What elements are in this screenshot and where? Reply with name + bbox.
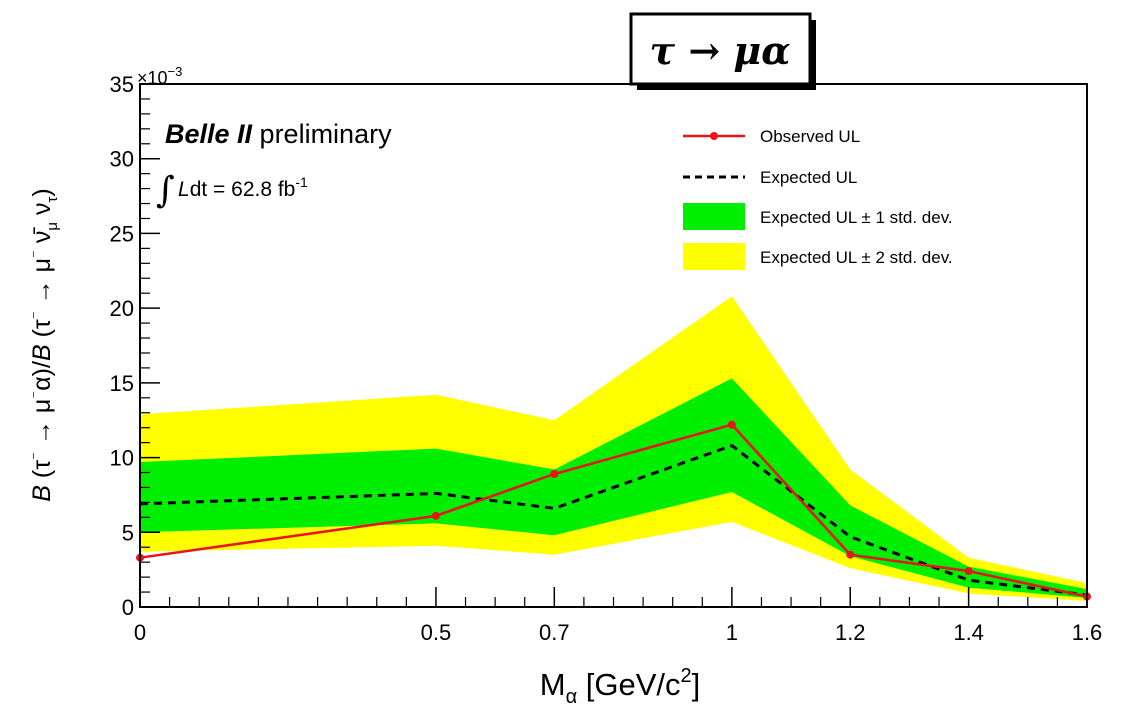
y-multiplier: ×10−3 <box>137 64 182 88</box>
observed-point <box>550 470 559 479</box>
axes: 0 0.5 0.7 1 1.2 1.4 1.6 0 5 10 15 20 25 30 35 <box>110 72 1103 645</box>
experiment-status: preliminary <box>252 119 392 149</box>
legend-swatch-1sigma <box>683 203 745 230</box>
observed-point <box>431 511 440 520</box>
x-tick-label: 0.7 <box>539 620 570 645</box>
experiment-label: Belle II preliminary <box>165 119 392 149</box>
observed-point <box>727 420 736 429</box>
y-tick-label: 0 <box>122 595 134 620</box>
y-tick-label: 15 <box>110 371 134 396</box>
x-tick-label: 1 <box>726 620 738 645</box>
x-tick-label: 1.4 <box>953 620 984 645</box>
expected-line <box>139 443 1088 597</box>
chart-title: τ → μα <box>650 28 791 73</box>
y-tick-label: 20 <box>110 296 134 321</box>
legend-swatch-2sigma <box>683 243 745 270</box>
y-tick-label: 30 <box>110 147 134 172</box>
legend-label-2sigma: Expected UL ± 2 std. dev. <box>760 248 953 267</box>
legend-label-observed: Observed UL <box>760 127 860 146</box>
observed-point <box>964 567 973 576</box>
x-tick-label: 1.6 <box>1072 620 1103 645</box>
y-axis-title: B (τ⁻ → μ⁻α)/B (τ⁻ → μ⁻ ν̄μ ντ) <box>28 188 61 502</box>
uncertainty-bands <box>140 296 1087 602</box>
luminosity-label: Ldt = 62.8 fb-1 <box>178 174 308 201</box>
y-tick-label: 35 <box>110 72 134 97</box>
legend-label-1sigma: Expected UL ± 1 std. dev. <box>760 208 953 227</box>
title-box-shadow <box>637 84 816 90</box>
y-tick-label: 25 <box>110 221 134 246</box>
experiment-name: Belle II <box>165 119 253 149</box>
y-tick-label: 10 <box>110 446 134 471</box>
x-tick-label: 0.5 <box>421 620 452 645</box>
x-tick-label: 0 <box>134 620 146 645</box>
legend-marker-observed <box>710 132 718 140</box>
title-box-shadow <box>810 20 816 90</box>
x-tick-label: 1.2 <box>835 620 866 645</box>
y-tick-label: 5 <box>122 520 134 545</box>
x-axis-title: Mα [GeV/c2] <box>540 665 701 708</box>
legend: Observed UL Expected UL Expected UL ± 1 … <box>683 127 953 270</box>
integral-sign: ∫ <box>156 170 175 211</box>
observed-point <box>846 550 855 559</box>
legend-label-expected: Expected UL <box>760 168 857 187</box>
